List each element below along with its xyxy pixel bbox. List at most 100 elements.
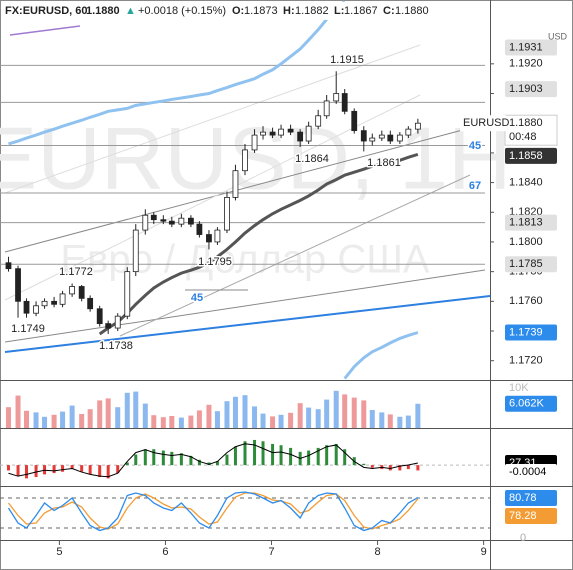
last-price: 1.1880	[509, 117, 543, 129]
volume-bar	[5, 407, 11, 428]
currency: USD	[548, 31, 568, 41]
macd-bar	[225, 454, 229, 466]
price-label-box	[505, 214, 557, 231]
y-tick-label: 1.1760	[509, 295, 543, 307]
symbol-tag: EURUSD	[463, 117, 510, 129]
macd-bar	[215, 461, 219, 466]
volume-bar	[405, 415, 411, 428]
macd-bar	[388, 465, 392, 471]
candle-body	[114, 315, 121, 329]
price-label: 1.1903	[509, 83, 543, 95]
volume-bar	[133, 391, 139, 428]
price-label: 1.1813	[509, 217, 543, 229]
o-label: O:	[232, 5, 244, 17]
volume-bar	[69, 405, 75, 428]
symbol: FX:EURUSD, 60	[5, 5, 88, 17]
candle-body	[378, 134, 385, 139]
main-plot: 1.1915 1.1864 1.1861 1.1795 1.1772 1.1749 1.17…	[0, 0, 485, 380]
volume-bar	[315, 409, 321, 428]
candle-body	[33, 305, 39, 314]
x-tick-label: 8	[375, 546, 381, 558]
moving-average	[8, 0, 346, 146]
macd-bar	[370, 465, 374, 468]
change: +0.0018 (+0.15%)	[138, 5, 226, 17]
purple-line	[9, 25, 81, 36]
volume-bar	[252, 406, 258, 428]
candle-body	[196, 223, 203, 235]
macd-bar	[362, 463, 366, 466]
y-tick-label: 1.1920	[509, 58, 543, 70]
stoch-label-box	[505, 490, 557, 506]
macd-bar	[88, 465, 92, 475]
candle-body	[132, 229, 139, 273]
volume-bar	[24, 410, 30, 428]
candle-body	[96, 308, 103, 324]
volume-bar	[224, 401, 230, 428]
candle-body	[333, 93, 340, 102]
candle-body	[242, 149, 248, 172]
candle-body	[160, 219, 167, 222]
header-bg	[2, 2, 425, 20]
price-label-box	[505, 81, 557, 98]
macd-bar	[233, 446, 237, 466]
macd-bar	[398, 465, 402, 471]
l-label: L:	[334, 5, 344, 17]
candle-body	[323, 100, 330, 117]
last-price-box	[504, 114, 558, 146]
volume-bar	[196, 410, 202, 428]
macd-hist-label-box	[505, 464, 557, 480]
candle-body	[150, 214, 157, 221]
volume-bar	[15, 395, 21, 428]
candle-body	[224, 197, 230, 231]
macd-bar	[307, 450, 311, 466]
volume-bar	[306, 407, 312, 428]
volume-bar	[270, 416, 276, 428]
volume-label: 6.062K	[509, 398, 545, 410]
annotation: 1.1915	[330, 54, 364, 66]
annotation: 45	[191, 292, 203, 304]
volume-bar	[333, 390, 339, 428]
stoch-line	[7, 491, 419, 532]
candle-body	[5, 262, 12, 270]
candle-body	[305, 125, 312, 142]
macd-bar	[261, 441, 265, 466]
channel-mid	[119, 174, 471, 337]
y-tick-label: 0	[520, 532, 526, 544]
last: 1.1880	[86, 5, 120, 17]
macd-bar	[116, 465, 120, 474]
arrow: ▲	[125, 5, 136, 17]
volume-bar	[242, 395, 248, 428]
volume-bar	[324, 399, 330, 428]
volume-bar	[79, 414, 85, 428]
macd-line	[8, 443, 418, 478]
x-tick-label: 6	[162, 546, 168, 558]
countdown: 00:48	[509, 131, 537, 143]
macd-bar	[179, 453, 183, 466]
candle-body	[278, 128, 284, 136]
macd-bar	[253, 439, 257, 466]
volume-bar	[297, 403, 303, 428]
macd-bar	[406, 465, 410, 470]
macd-bar	[25, 465, 29, 479]
annotation: 1.1738	[99, 340, 133, 352]
annotation: 1.1772	[59, 266, 93, 278]
candle-body	[260, 131, 266, 136]
volume-bar	[232, 396, 238, 428]
volume-bar	[87, 409, 93, 428]
axes: 1.19201.19001.18801.18601.18401.18201.18…	[56, 39, 558, 558]
candle-body	[142, 214, 149, 231]
macd-bar	[70, 465, 74, 470]
sub-panels	[0, 390, 490, 532]
volume-bar	[214, 411, 220, 428]
volume-bar	[97, 400, 103, 428]
annotation: 1.1861	[367, 157, 401, 169]
x-tick-label: 7	[268, 546, 274, 558]
candle-body	[287, 128, 294, 133]
macd-bar	[52, 465, 56, 474]
macd-bar	[289, 447, 293, 466]
volume-bar	[51, 414, 57, 428]
macd-bar	[343, 449, 347, 466]
stoch-label: 80.78	[509, 492, 537, 504]
c-label: C:	[383, 5, 395, 17]
